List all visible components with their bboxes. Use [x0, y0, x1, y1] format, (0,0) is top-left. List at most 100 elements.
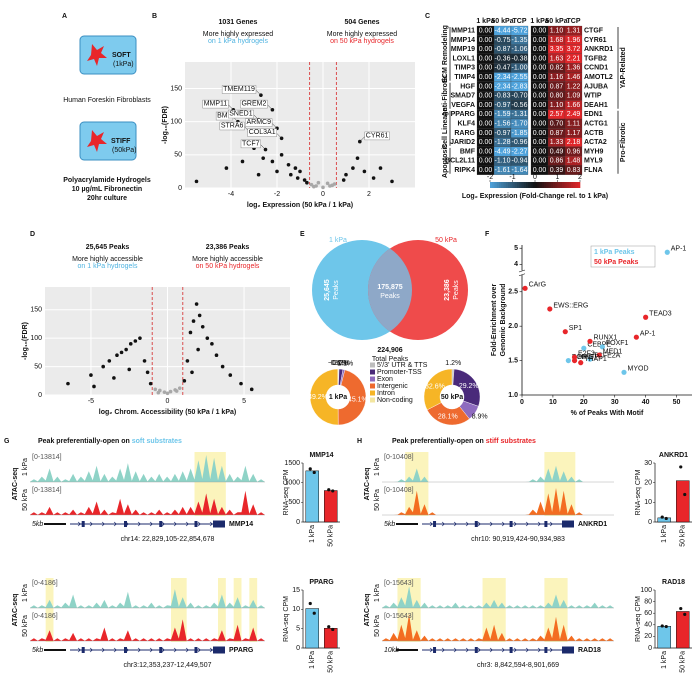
pie-label: 1.2%: [445, 360, 461, 367]
gene-label: TIMP3: [454, 65, 475, 72]
y-tick-label: 1500: [284, 460, 300, 467]
point: [240, 159, 245, 164]
point: [562, 329, 568, 335]
strand-arrow: [209, 647, 213, 653]
gene-label: RIPK4: [454, 167, 475, 174]
replicate-dot: [308, 601, 312, 606]
exon: [562, 646, 574, 654]
bar-title: PPARG: [309, 579, 334, 586]
pie-label: 2.2%: [334, 360, 350, 367]
cell-label: 1.31: [567, 27, 581, 34]
count-subtitle: on 1 kPa hydrogels: [208, 38, 268, 45]
gene-label: MYH9: [584, 148, 604, 155]
cell-label: 1.22: [567, 83, 581, 90]
panel-label: G: [4, 438, 10, 445]
point-label: SP1: [569, 325, 582, 332]
label-box: [219, 121, 245, 131]
cell-label: 0.82: [550, 65, 564, 72]
strand-arrow: [501, 647, 505, 653]
cell-label: 0.39: [550, 167, 564, 174]
y-tick-label: 2.5: [508, 289, 518, 296]
x-tick-label: 1 kPa: [661, 651, 668, 669]
point-label: RUNX1: [594, 335, 618, 342]
point-label: BORIS: [572, 354, 594, 361]
cell-label: -1.56: [495, 120, 511, 127]
bar: [324, 628, 338, 649]
point: [289, 172, 293, 177]
culture-line: Polyacrylamide Hydrogels: [63, 177, 151, 184]
count-unit: Peaks: [380, 293, 400, 300]
pie-label: ~0.0%: [328, 360, 348, 367]
point: [112, 376, 116, 380]
point: [115, 353, 119, 358]
strand-arrow: [501, 521, 505, 527]
count-title: 25,645 Peaks: [86, 244, 130, 251]
x-tick-label: -5: [88, 398, 94, 405]
point: [142, 359, 147, 363]
cell-label: 0.00: [479, 102, 493, 109]
x-tick-label: -4: [228, 191, 234, 198]
y-axis-label: -log₁₀(FDR): [22, 322, 29, 360]
highlight: [405, 452, 429, 516]
gene-label: ACTA2: [584, 139, 607, 146]
replicate-dot: [660, 624, 664, 628]
y-tick-label: 0: [648, 645, 652, 652]
group-label: Apoptosis: [442, 144, 449, 178]
replicate-dot: [679, 465, 683, 469]
track-range: [0-10408]: [384, 454, 414, 461]
strand-arrow: [197, 647, 201, 653]
x-tick-label: 50: [673, 399, 681, 406]
coordinates: chr10: 90,919,424-90,934,983: [471, 536, 565, 543]
count-subtitle: on 1 kPa hydrogels: [78, 263, 138, 270]
point: [182, 378, 187, 383]
colorbar-step: [555, 182, 558, 188]
cell-label: -0.75: [495, 37, 511, 44]
x-tick-label: -2: [274, 191, 280, 198]
y-tick-label: 100: [170, 119, 182, 126]
y-tick-label: 0: [648, 519, 652, 526]
colorbar-tick-label: 2: [578, 174, 582, 181]
colorbar-step: [541, 182, 545, 188]
colorbar-step: [505, 182, 509, 188]
colorbar-step: [557, 182, 561, 188]
count-subtitle: on 50 kPa hydrogels: [330, 38, 394, 45]
highlight: [249, 578, 258, 642]
cell-label: -1.00: [512, 65, 528, 72]
colorbar-step: [521, 182, 525, 188]
sample-label: 1 kPa: [374, 458, 381, 476]
highlight: [544, 578, 568, 642]
cell-label: -2.27: [512, 148, 528, 155]
legend-label: 1 kPa Peaks: [594, 249, 635, 256]
cell-label: 1.11: [567, 120, 580, 127]
title-part: Peak preferentially-open on: [38, 438, 132, 445]
x-axis-label: log₂ Expression (50 kPa / 1 kPa): [247, 202, 353, 209]
count-subtitle: More highly expressed: [203, 31, 274, 38]
strand-arrow: [197, 521, 201, 527]
point: [220, 364, 225, 369]
track-range: [0-4186]: [32, 613, 58, 620]
cell-label: 0.00: [533, 37, 547, 44]
strand-arrow: [161, 647, 165, 653]
replicate-dot: [327, 488, 331, 492]
x-tick-label: 2: [367, 191, 371, 198]
cell-label: -0.36: [495, 55, 511, 62]
cell-label: -0.96: [512, 139, 528, 146]
cell-label: -4.49: [495, 148, 511, 155]
replicate-dot: [312, 470, 316, 475]
point: [378, 166, 383, 170]
count-unit: Peaks: [333, 280, 340, 300]
replicate-dot: [331, 489, 335, 493]
point: [355, 156, 360, 160]
bar: [676, 480, 690, 523]
title-part: soft substrates: [132, 438, 182, 445]
x-tick-label: 1 kPa: [309, 651, 316, 669]
cell-label: 0.00: [533, 130, 547, 137]
colorbar-step: [514, 182, 518, 188]
point: [205, 336, 210, 340]
cell-label: 0.00: [533, 55, 547, 62]
strand-arrow: [173, 521, 177, 527]
x-axis-label: log₂ Chrom. Accessibility (50 kPa / 1 kP…: [99, 409, 236, 416]
column-header: TCP: [567, 18, 581, 25]
cell-label: -0.97: [495, 102, 511, 109]
sample-label: 50 kPa: [22, 489, 29, 511]
